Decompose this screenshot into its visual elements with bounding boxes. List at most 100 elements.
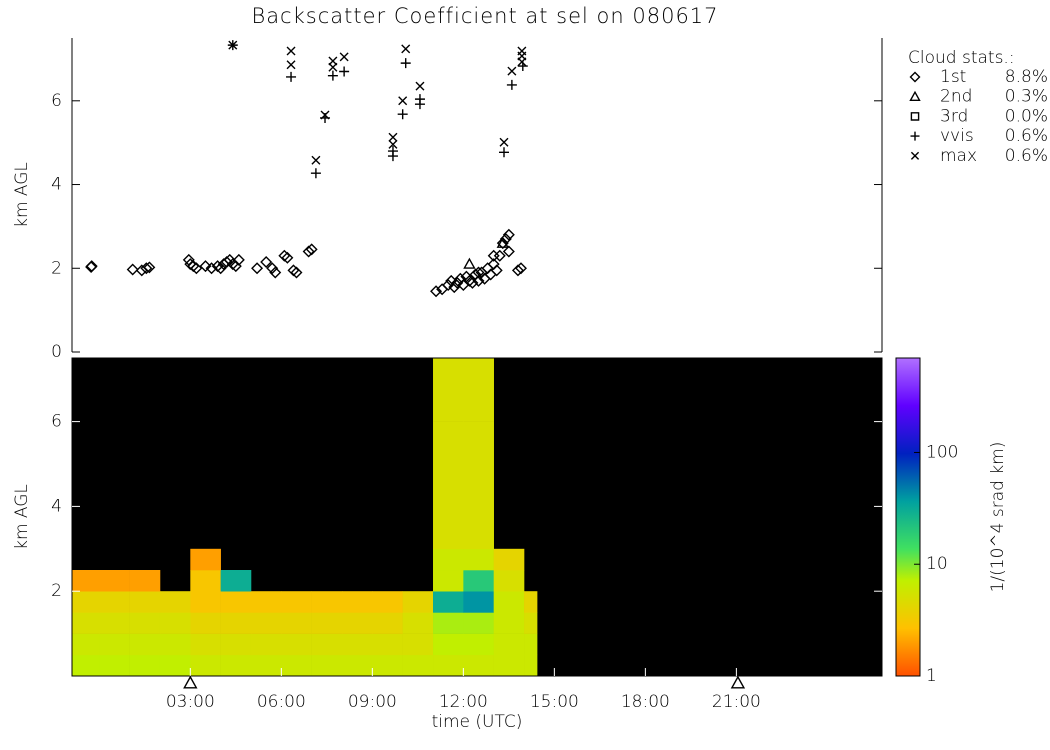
heatmap-cell [99,570,130,592]
point [199,260,212,273]
heatmap-cell [159,591,191,613]
heatmap-cell [524,654,538,677]
point [451,276,464,289]
heatmap-cell [463,612,494,634]
heatmap-cell [433,654,464,677]
point [286,71,297,82]
heatmap-cell [463,591,494,613]
colorbar-tick-label: 10 [926,554,948,574]
heatmap-cell [220,591,252,613]
heatmap-cell [190,591,221,613]
heatmap-cell [433,612,464,634]
point [269,266,282,279]
heatmap-cell [402,633,434,656]
x-tick-label: 09:00 [348,692,397,712]
point [328,62,338,72]
point [251,262,264,275]
point [220,255,233,268]
point [400,58,411,69]
legend-stat: 0.6% [1005,126,1048,146]
heatmap-cell [129,612,161,634]
heatmap-cell [402,591,434,613]
point [490,264,503,277]
event-marker [183,675,198,689]
point [286,60,296,70]
heatmap-cell [463,548,494,571]
colorbar-label: 1/(10^4 srad km) [988,442,1008,593]
point [286,46,296,56]
heatmap-cell [493,570,525,592]
point [397,109,408,120]
point [448,281,461,294]
point [502,228,515,241]
heatmap-cell [433,421,464,465]
heatmap-cell [372,612,403,634]
point [496,237,509,250]
point [398,96,408,106]
point [460,270,473,283]
point [266,262,279,275]
point [140,262,153,275]
legend-label: max [940,146,977,166]
point [487,249,500,262]
heatmap-cell [281,654,312,677]
heatmap-cell [311,633,343,656]
heatmap-cell [402,612,434,634]
point [493,249,506,262]
y-tick-label: 2 [51,581,62,601]
point [466,276,479,289]
point [514,262,527,275]
heatmap-cell [220,654,252,677]
colorbar-tick-label: 100 [926,442,958,462]
heatmap-cell [99,654,130,677]
heatmap-cell [281,633,312,656]
heatmap-cell [99,591,130,613]
heatmap-cell [72,633,100,656]
point [327,70,338,81]
heatmap-cell [524,612,538,634]
heatmap-cell [493,654,525,677]
heatmap-cell [190,654,221,677]
point [496,236,509,248]
heatmap-cell [159,654,191,677]
y-tick-label: 4 [51,496,62,516]
point [388,132,398,142]
point [126,263,139,276]
heatmap-cell [463,358,494,422]
heatmap-cell [372,633,403,656]
point [190,262,203,275]
chart-title: Backscatter Coefficient at sel on 080617 [251,4,718,28]
y-tick-label: 6 [51,412,62,432]
heatmap-cell [72,570,100,592]
point [415,81,425,91]
legend-stat: 0.6% [1005,146,1048,166]
colorbar-tick-label: 1 [926,666,937,686]
point [223,253,236,266]
heatmap-cell [342,612,373,634]
heatmap-cell [493,548,525,571]
heatmap-cell [72,612,100,634]
heatmap-cell [99,633,130,656]
heatmap-cell [72,654,100,677]
point [502,245,515,258]
heatmap-cell [129,591,161,613]
x-tick-label: 18:00 [621,692,670,712]
point [320,110,330,120]
y-tick-label: 6 [51,91,62,111]
x-axis-label: time (UTC) [432,712,523,732]
heatmap-cell [220,633,252,656]
heatmap-cell [311,654,343,677]
heatmap-cell [129,633,161,656]
point [517,57,527,67]
colorbar [895,357,921,677]
point [214,262,227,275]
x-tick-label: 21:00 [712,692,761,712]
heatmap-cell [463,464,494,507]
point [507,66,517,76]
heatmap-cell [159,633,191,656]
heatmap-cell [220,570,252,592]
y-tick-label: 0 [51,342,62,362]
legend-marker [909,90,921,101]
heatmap-cell [190,570,221,592]
heatmap-cell [342,654,373,677]
